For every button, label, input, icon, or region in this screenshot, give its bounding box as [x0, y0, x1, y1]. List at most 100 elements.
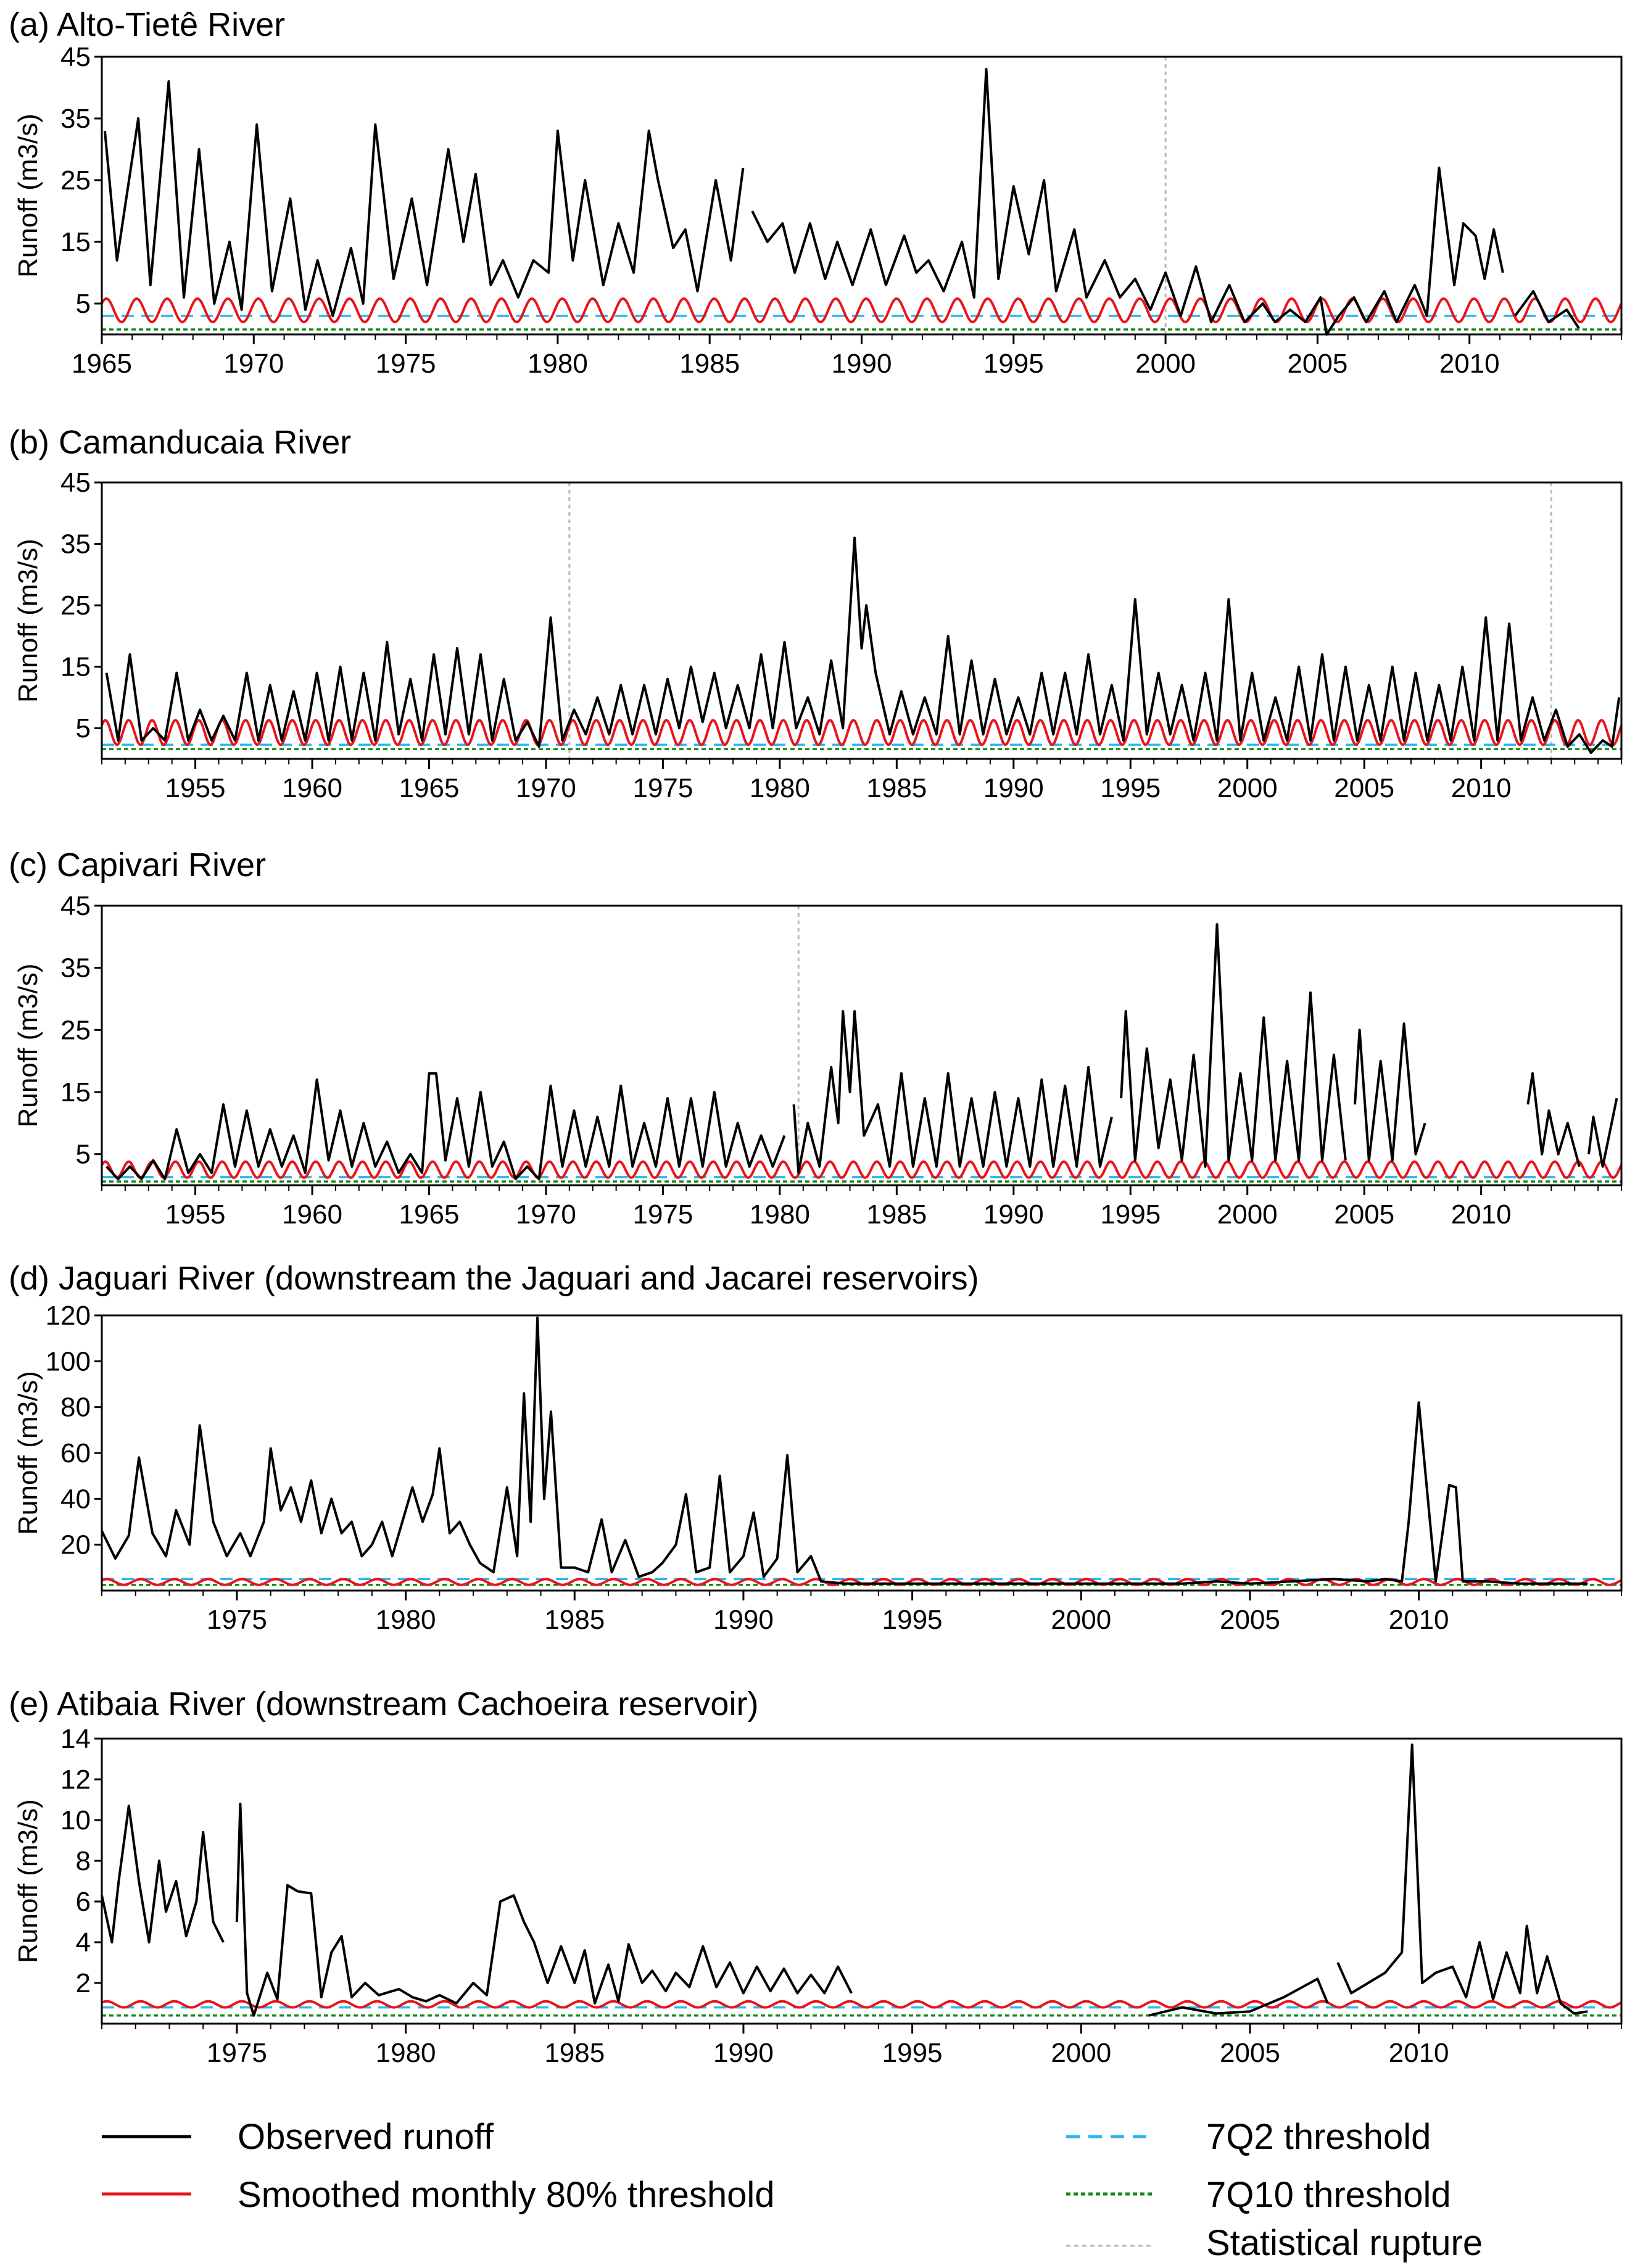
panels: (a) Alto-Tietê River Runoff (m3/s) 5 15 25 35… [9, 6, 1623, 2068]
panel-title: (d) Jaguari River (downstream the Jaguar… [9, 1260, 979, 1297]
x-tick-label: 2000 [1217, 773, 1278, 803]
x-tick-label: 1975 [632, 773, 693, 803]
x-tick-label: 1970 [223, 349, 284, 379]
legend: Observed runoff Smoothed monthly 80% thr… [102, 2117, 1483, 2263]
x-tick-label: 1985 [866, 1199, 927, 1230]
y-tick-label: 80 [60, 1393, 91, 1423]
panel-title: (c) Capivari River [9, 846, 266, 884]
x-tick-label: 2010 [1439, 349, 1500, 379]
y-axis-label: Runoff (m3/s) [13, 1371, 43, 1535]
x-tick-label: 1975 [207, 2038, 267, 2068]
x-tick-label: 2000 [1051, 1605, 1111, 1635]
x-tick-label: 1980 [376, 1605, 436, 1635]
x-tick-label: 1985 [866, 773, 927, 803]
legend-observed-label: Observed runoff [238, 2117, 494, 2157]
observed-runoff-line [105, 536, 1621, 754]
x-tick-label: 2005 [1287, 349, 1347, 379]
smoothed-threshold-line [101, 2000, 1622, 2009]
x-tick-label: 1990 [983, 1199, 1044, 1230]
legend-smoothed-label: Smoothed monthly 80% threshold [238, 2175, 775, 2215]
panel-1: (b) Camanducaia River Runoff (m3/s) 5 15 25 3… [9, 424, 1623, 803]
y-tick-label: 45 [60, 468, 91, 498]
y-tick-label: 10 [60, 1805, 91, 1836]
plot-frame [101, 904, 1623, 1186]
x-tick-label: 2010 [1389, 2038, 1449, 2068]
x-tick-label: 1985 [544, 1605, 605, 1635]
y-tick-label: 8 [76, 1846, 91, 1876]
panel-3: (d) Jaguari River (downstream the Jaguar… [9, 1260, 1623, 1635]
x-tick-label: 1955 [165, 1199, 226, 1230]
x-tick-label: 2010 [1451, 773, 1512, 803]
x-tick-label: 1980 [376, 2038, 436, 2068]
panel-title: (b) Camanducaia River [9, 424, 351, 461]
y-tick-label: 15 [60, 1077, 91, 1107]
observed-runoff-line [101, 1316, 1588, 1585]
x-tick-label: 1995 [1100, 773, 1161, 803]
x-tick-label: 2000 [1051, 2038, 1111, 2068]
y-tick-label: 40 [60, 1484, 91, 1514]
plot-frame [101, 56, 1623, 336]
y-tick-label: 25 [60, 165, 91, 196]
x-tick-label: 1995 [882, 1605, 943, 1635]
legend-q2-label: 7Q2 threshold [1206, 2117, 1431, 2157]
y-tick-label: 15 [60, 652, 91, 682]
y-axis-label: Runoff (m3/s) [13, 114, 43, 278]
x-tick-label: 1990 [713, 2038, 774, 2068]
x-tick-label: 1975 [376, 349, 436, 379]
y-tick-label: 35 [60, 953, 91, 983]
y-tick-label: 35 [60, 104, 91, 134]
x-tick-label: 1965 [72, 349, 132, 379]
x-tick-label: 2005 [1220, 2038, 1280, 2068]
y-tick-label: 5 [76, 713, 91, 743]
y-tick-label: 45 [60, 42, 91, 72]
x-tick-label: 1965 [399, 773, 460, 803]
x-tick-label: 1990 [832, 349, 892, 379]
plot-frame [101, 481, 1623, 760]
legend-q10-label: 7Q10 threshold [1206, 2175, 1451, 2215]
legend-rupture-label: Statistical rupture [1206, 2223, 1483, 2263]
observed-runoff-line [101, 1743, 1588, 2017]
y-tick-label: 45 [60, 891, 91, 921]
x-tick-label: 1995 [983, 349, 1044, 379]
x-tick-label: 1990 [713, 1605, 774, 1635]
x-tick-label: 1970 [516, 773, 576, 803]
y-axis-label: Runoff (m3/s) [13, 539, 43, 703]
x-tick-label: 2000 [1135, 349, 1196, 379]
x-tick-label: 1995 [1100, 1199, 1161, 1230]
y-tick-label: 15 [60, 227, 91, 257]
x-tick-label: 1995 [882, 2038, 943, 2068]
plot-frame [101, 1737, 1623, 2025]
x-tick-label: 2010 [1389, 1605, 1449, 1635]
panel-4: (e) Atibaia River (downstream Cachoeira … [9, 1686, 1623, 2068]
y-tick-label: 12 [60, 1765, 91, 1795]
smoothed-threshold-line [101, 1160, 1623, 1179]
y-tick-label: 4 [76, 1927, 91, 1958]
panel-title: (e) Atibaia River (downstream Cachoeira … [9, 1686, 758, 1723]
y-axis-label: Runoff (m3/s) [13, 1799, 43, 1963]
x-tick-label: 2000 [1217, 1199, 1278, 1230]
y-tick-label: 25 [60, 1015, 91, 1045]
y-tick-label: 60 [60, 1438, 91, 1468]
y-tick-label: 5 [76, 289, 91, 319]
smoothed-threshold-line [101, 297, 1623, 323]
x-tick-label: 1985 [679, 349, 740, 379]
y-tick-label: 20 [60, 1530, 91, 1560]
panel-2: (c) Capivari River Runoff (m3/s) 5 15 25 35 45… [9, 846, 1623, 1230]
panel-title: (a) Alto-Tietê River [9, 6, 285, 43]
y-axis-label: Runoff (m3/s) [13, 964, 43, 1128]
x-tick-label: 1960 [282, 1199, 342, 1230]
x-tick-label: 2005 [1334, 1199, 1394, 1230]
x-tick-label: 1985 [544, 2038, 605, 2068]
x-tick-label: 1980 [750, 1199, 810, 1230]
x-tick-label: 2005 [1220, 1605, 1280, 1635]
y-tick-label: 100 [46, 1346, 91, 1376]
smoothed-threshold-line [101, 719, 1623, 747]
x-tick-label: 1980 [528, 349, 588, 379]
panel-0: (a) Alto-Tietê River Runoff (m3/s) 5 15 25 35… [9, 6, 1623, 379]
x-tick-label: 1965 [399, 1199, 460, 1230]
plot-frame [101, 1314, 1623, 1592]
x-tick-label: 1990 [983, 773, 1044, 803]
y-tick-label: 6 [76, 1887, 91, 1917]
x-tick-label: 1970 [516, 1199, 576, 1230]
